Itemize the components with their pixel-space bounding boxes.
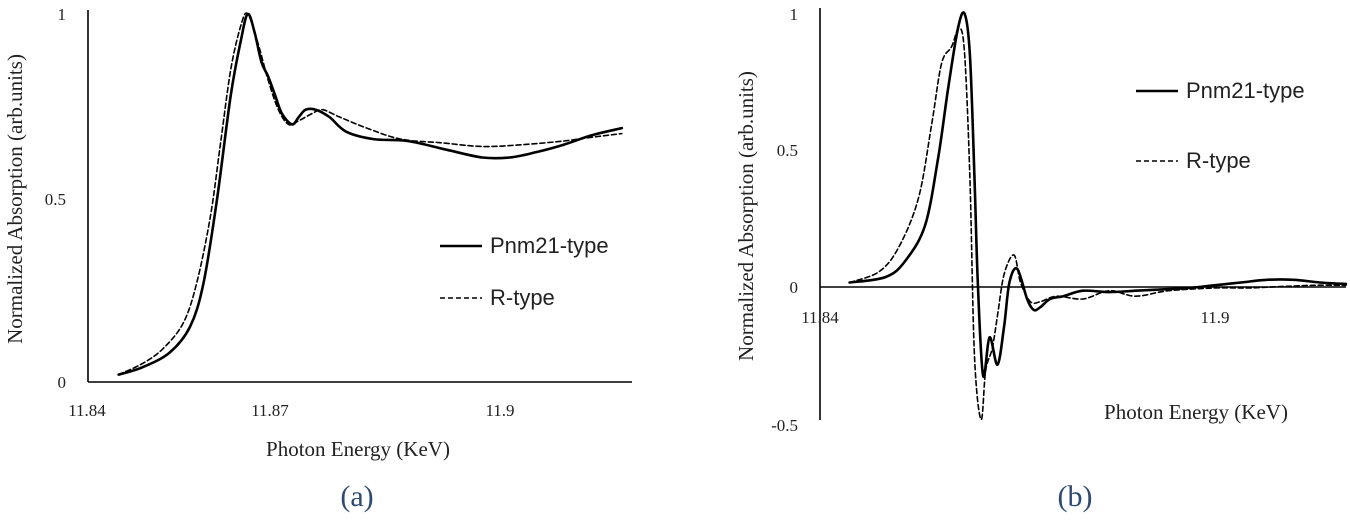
y-tick-label: 0 xyxy=(58,373,67,392)
x-tick-label: 11.87 xyxy=(251,401,289,420)
x-tick-label: 11.9 xyxy=(485,401,514,420)
series-line-pnm21-type xyxy=(117,12,624,376)
legend-label: R-type xyxy=(490,285,555,310)
series-line-r-type xyxy=(848,26,1347,421)
chart-panel-b: 11.84 11.9 -0.5 0 0.5 1 Photon Energy (KeV) Nor… xyxy=(734,5,1348,513)
x-axis-title: Photon Energy (KeV) xyxy=(1104,400,1288,424)
series-line-r-type xyxy=(117,12,623,376)
legend-label: R-type xyxy=(1186,148,1251,173)
series-line-pnm21-type xyxy=(848,11,1348,379)
x-tick-label: 11.84 xyxy=(68,401,106,420)
legend: Pnm21-type R-type xyxy=(1136,78,1305,173)
legend: Pnm21-type R-type xyxy=(440,233,609,310)
y-tick-label: -0.5 xyxy=(771,416,798,435)
y-tick-label: 0.5 xyxy=(45,190,66,209)
y-tick-label: 0.5 xyxy=(777,141,798,160)
legend-label: Pnm21-type xyxy=(1186,78,1305,103)
legend-label: Pnm21-type xyxy=(490,233,609,258)
x-axis-title: Photon Energy (KeV) xyxy=(266,437,450,461)
y-tick-label: 1 xyxy=(58,5,67,24)
panel-label: (a) xyxy=(340,480,373,513)
y-tick-label: 0 xyxy=(790,278,799,297)
panel-label: (b) xyxy=(1058,480,1093,513)
x-tick-label: 11.84 xyxy=(801,308,839,327)
chart-panel-a: 11.84 11.87 11.9 0 0.5 1 Photon Energy (KeV) No… xyxy=(3,5,632,513)
y-axis-title: Normalized Absorption (arb.units) xyxy=(734,71,758,361)
y-tick-label: 1 xyxy=(790,5,799,24)
y-axis-title: Normalized Absorption (arb.units) xyxy=(3,54,27,344)
x-tick-label: 11.9 xyxy=(1200,308,1229,327)
